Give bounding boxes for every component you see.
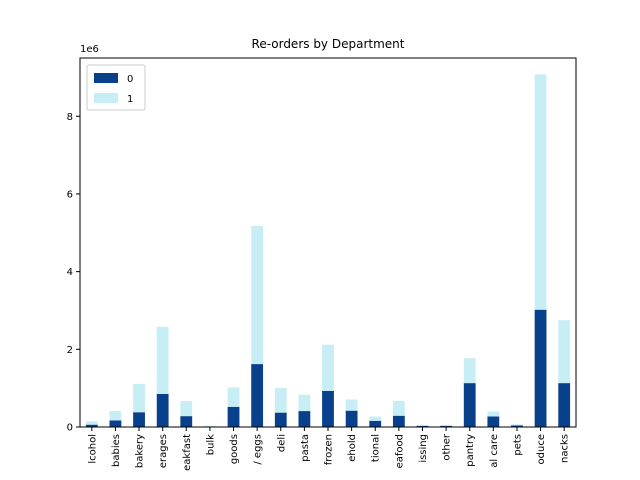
bar-alcohol-series-1 <box>85 421 98 425</box>
bar-dairy-eggs-series-1 <box>251 225 264 365</box>
bar-beverages-series-0 <box>156 393 169 427</box>
bars-group <box>85 74 571 427</box>
bar-pantry-series-0 <box>463 383 476 427</box>
bar-snacks-series-1 <box>558 320 571 384</box>
bar-personal-care-series-1 <box>487 411 500 417</box>
y-tick-label: 4 <box>67 267 73 278</box>
x-tick-label: eafood <box>394 434 405 468</box>
legend-swatch-series-0 <box>94 73 118 83</box>
x-tick-label: frozen <box>324 434 335 465</box>
bar-deli-series-0 <box>274 412 287 427</box>
legend-box <box>86 64 146 111</box>
legend-label-series-1: 1 <box>127 94 133 105</box>
bar-bulk-series-1 <box>204 425 216 427</box>
x-tick-label: bakery <box>135 434 146 468</box>
bar-bakery-series-0 <box>133 412 145 427</box>
x-tick-label: bulk <box>205 434 216 455</box>
bar-pets-series-1 <box>511 424 523 426</box>
bar-household-series-1 <box>345 399 358 411</box>
bar-dry-goods-pasta-series-0 <box>298 411 311 427</box>
y-ticks-group: 0 2 4 6 8 <box>67 112 80 434</box>
x-tick-label: ehold <box>347 434 358 462</box>
bar-international-series-1 <box>369 416 382 421</box>
x-tick-label: goods <box>229 434 240 464</box>
bar-personal-care-series-0 <box>487 416 500 427</box>
bar-dry-goods-pasta-series-1 <box>298 394 311 412</box>
bar-babies-series-1 <box>109 411 122 421</box>
bar-alcohol-series-0 <box>85 424 98 427</box>
x-tick-label: pasta <box>300 434 311 462</box>
bar-missing-series-1 <box>416 425 429 426</box>
x-tick-label: al care <box>489 434 500 468</box>
x-tick-label: erages <box>158 434 169 468</box>
x-tick-label: nacks <box>560 434 571 463</box>
x-tick-label: other <box>442 433 453 461</box>
x-tick-label: babies <box>111 434 122 467</box>
bar-pantry-series-1 <box>463 358 476 384</box>
bar-pets-series-0 <box>511 425 523 427</box>
x-tick-label: / eggs <box>253 434 264 465</box>
bar-frozen-series-1 <box>322 344 334 391</box>
x-ticks-group: lcohol babies bakery erages eakfast bulk goods… <box>87 427 571 471</box>
bar-breakfast-series-1 <box>180 400 193 417</box>
x-tick-label: lcohol <box>87 434 98 464</box>
bar-other-series-1 <box>440 425 452 426</box>
bar-babies-series-0 <box>109 420 122 427</box>
legend: 01 <box>86 64 146 111</box>
y-scale-label: 1e6 <box>80 44 99 55</box>
x-tick-label: pantry <box>465 434 476 467</box>
x-tick-label: issing <box>418 434 429 463</box>
bar-other-series-0 <box>440 425 452 427</box>
bar-bakery-series-1 <box>133 383 145 413</box>
bar-international-series-0 <box>369 420 382 427</box>
bar-dairy-eggs-series-0 <box>251 364 264 427</box>
bar-frozen-series-0 <box>322 390 334 427</box>
bar-missing-series-0 <box>416 425 429 427</box>
bar-breakfast-series-0 <box>180 416 193 427</box>
bar-snacks-series-0 <box>558 383 571 427</box>
x-tick-label: pets <box>512 434 523 456</box>
bar-canned-goods-series-0 <box>227 406 240 427</box>
y-tick-label: 2 <box>67 345 73 356</box>
bar-produce-series-1 <box>534 74 547 310</box>
bar-deli-series-1 <box>274 387 287 413</box>
bar-meat-seafood-series-1 <box>392 400 405 416</box>
bar-household-series-0 <box>345 410 358 427</box>
y-tick-label: 8 <box>67 112 73 123</box>
x-tick-label: tional <box>371 434 382 462</box>
legend-label-series-0: 0 <box>127 74 133 85</box>
x-tick-label: deli <box>276 434 287 452</box>
bar-meat-seafood-series-0 <box>392 415 405 427</box>
y-tick-label: 6 <box>67 189 73 200</box>
x-tick-label: eakfast <box>182 434 193 471</box>
bar-canned-goods-series-1 <box>227 387 240 407</box>
y-tick-label: 0 <box>67 423 73 434</box>
x-tick-label: oduce <box>536 434 547 464</box>
bar-produce-series-0 <box>534 309 547 427</box>
legend-swatch-series-1 <box>94 93 118 103</box>
bar-beverages-series-1 <box>156 326 169 394</box>
chart-title: Re-orders by Department <box>252 37 405 51</box>
